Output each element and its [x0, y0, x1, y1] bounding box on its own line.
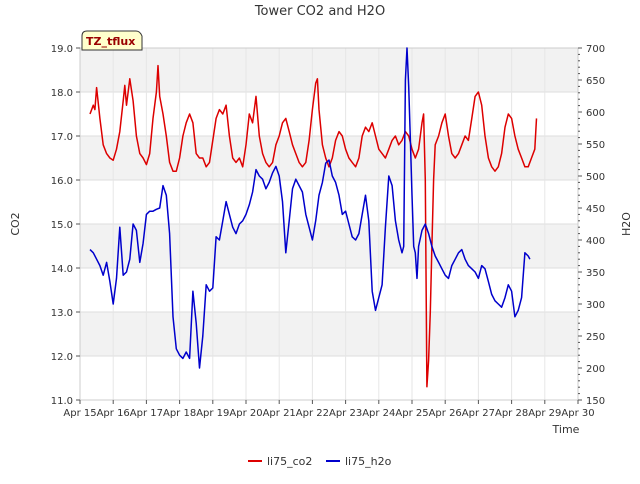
y-axis-left: 11.0 12.0 13.0 14.0 15.0 16.0 17.0 18.0 19.0 [51, 44, 80, 407]
y-left-tick-label: 19.0 [51, 44, 73, 55]
x-axis: Apr 15 Apr 16 Apr 17 Apr 18 Apr 19 Apr 20 Apr … [63, 400, 595, 419]
legend: li75_co2 li75_h2o [248, 455, 392, 468]
x-tick-label: Apr 23 [329, 408, 362, 419]
y-right-tick-label: 250 [586, 332, 605, 343]
y-axis-left-title: CO2 [9, 212, 22, 235]
annotation-box: TZ_tflux [81, 30, 143, 51]
y-left-tick-label: 16.0 [51, 176, 73, 187]
x-tick-label: Apr 26 [429, 408, 462, 419]
x-tick-label: Apr 15 [63, 408, 96, 419]
x-tick-label: Apr 29 [528, 408, 561, 419]
y-right-tick-label: 550 [586, 140, 605, 151]
y-right-tick-label: 450 [586, 204, 605, 215]
y-right-tick-label: 400 [586, 236, 605, 247]
y-right-tick-label: 150 [586, 396, 605, 407]
series-line-li75_h2o [89, 47, 531, 369]
y-right-tick-label: 700 [586, 44, 605, 55]
series-line-li75_co2 [89, 64, 538, 388]
x-axis-title: Time [552, 423, 580, 436]
y-left-tick-label: 17.0 [51, 132, 73, 143]
y-right-tick-label: 500 [586, 172, 605, 183]
x-tick-label: Apr 30 [561, 408, 594, 419]
y-right-tick-label: 350 [586, 268, 605, 279]
y-left-tick-label: 12.0 [51, 352, 73, 363]
plot-band [80, 224, 578, 268]
legend-label-h2o: li75_h2o [345, 455, 392, 468]
y-axis-right: 150 200 250 300 350 400 450 500 550 600 650 700 [578, 44, 605, 407]
series-lines [89, 47, 538, 388]
y-left-tick-label: 11.0 [51, 396, 73, 407]
plot-band [80, 136, 578, 180]
x-tick-label: Apr 24 [362, 408, 395, 419]
legend-label-co2: li75_co2 [267, 455, 312, 468]
y-right-tick-label: 200 [586, 364, 605, 375]
x-tick-label: Apr 22 [296, 408, 329, 419]
x-tick-label: Apr 16 [97, 408, 130, 419]
y-right-tick-label: 600 [586, 108, 605, 119]
plot-band [80, 312, 578, 356]
y-axis-right-title: H2O [620, 212, 633, 236]
plot-band [80, 48, 578, 92]
chart-title: Tower CO2 and H2O [254, 4, 385, 19]
x-tick-label: Apr 28 [495, 408, 528, 419]
x-tick-label: Apr 17 [130, 408, 163, 419]
annotation-label: TZ_tflux [86, 35, 135, 48]
y-left-tick-label: 14.0 [51, 264, 73, 275]
y-right-tick-label: 650 [586, 76, 605, 87]
y-left-tick-label: 18.0 [51, 88, 73, 99]
x-tick-label: Apr 20 [229, 408, 262, 419]
y-left-tick-label: 13.0 [51, 308, 73, 319]
x-tick-label: Apr 25 [395, 408, 428, 419]
x-tick-label: Apr 19 [196, 408, 229, 419]
plot-background-bands [80, 48, 578, 356]
y-right-tick-label: 300 [586, 300, 605, 311]
x-tick-label: Apr 27 [462, 408, 495, 419]
y-left-tick-label: 15.0 [51, 220, 73, 231]
x-tick-label: Apr 18 [163, 408, 196, 419]
x-tick-label: Apr 21 [263, 408, 296, 419]
